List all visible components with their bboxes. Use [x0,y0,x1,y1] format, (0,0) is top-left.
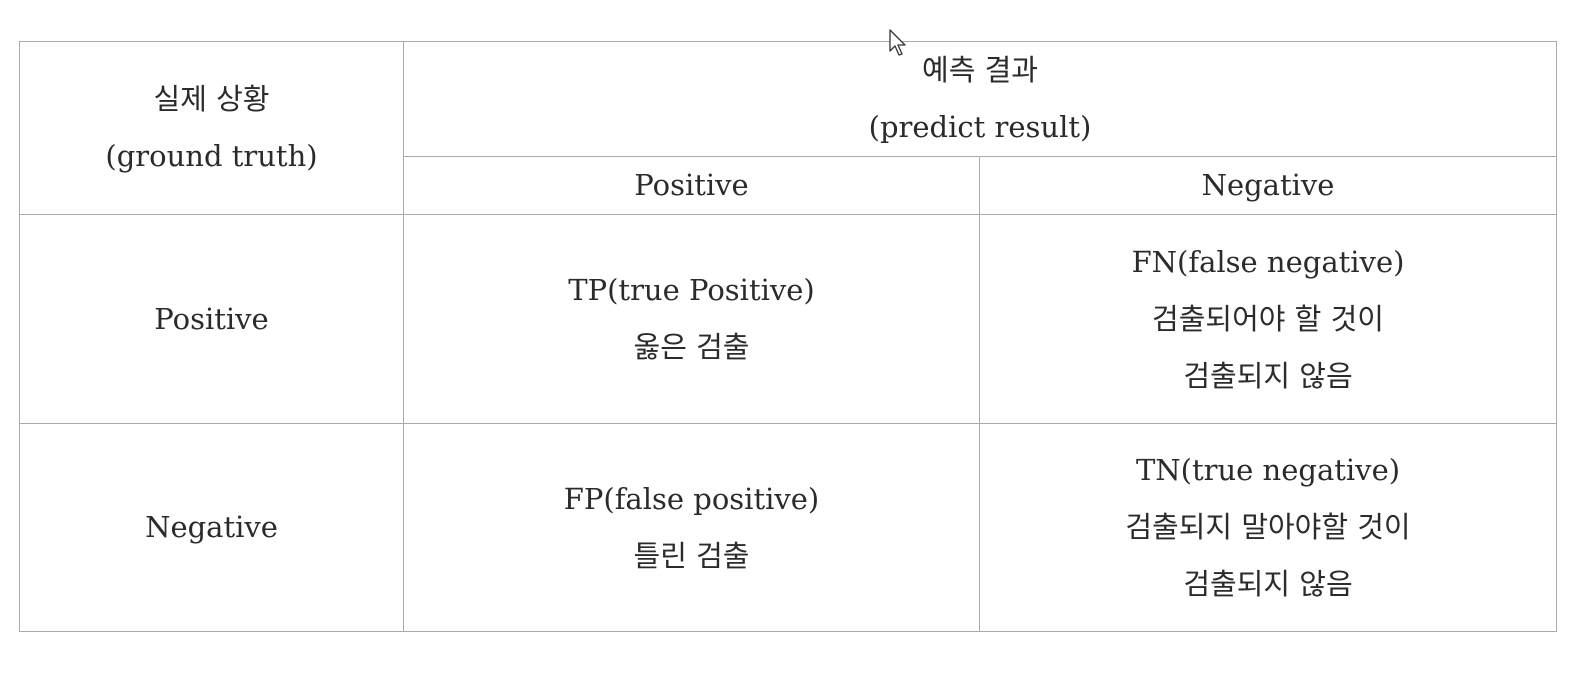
true-negative-cell: TN(true negative) 검출되지 말아야할 것이 검출되지 않음 [979,423,1557,632]
false-positive-cell: FP(false positive) 틀린 검출 [403,423,980,632]
truth-positive-label: Positive [19,214,404,424]
truth-negative-label: Negative [19,423,404,632]
mouse-pointer-icon [889,29,906,56]
predict-result-header-english: (predict result) [868,110,1092,144]
cell-line: 검출되지 말아야할 것이 [1125,510,1411,544]
cell-line: FP(false positive) [563,481,820,516]
cell-line: 검출되어야 할 것이 [1152,301,1384,336]
cell-line: 틀린 검출 [633,538,750,573]
table-row: Negative FP(false positive) 틀린 검출 TN(tru… [19,423,1557,632]
predict-result-header: 예측 결과 (predict result) [403,41,1557,157]
false-negative-cell: FN(false negative) 검출되어야 할 것이 검출되지 않음 [979,214,1557,424]
ground-truth-header-english: (ground truth) [105,139,318,173]
cell-line: TN(true negative) [1135,453,1401,487]
table-row: Positive TP(true Positive) 옳은 검출 FN(fals… [19,214,1557,424]
cell-line: 검출되지 않음 [1183,567,1353,601]
cell-line: TP(true Positive) [568,273,815,307]
ground-truth-header-korean: 실제 상황 [153,82,270,116]
predict-result-header-korean: 예측 결과 [922,53,1038,87]
confusion-matrix-table: 실제 상황 (ground truth) 예측 결과 (predict resu… [19,41,1557,632]
true-positive-cell: TP(true Positive) 옳은 검출 [403,214,980,424]
predict-negative-header: Negative [979,156,1557,215]
cell-line: FN(false negative) [1131,244,1405,279]
ground-truth-header: 실제 상황 (ground truth) [19,41,404,215]
cell-line: 검출되지 않음 [1183,358,1353,393]
cell-line: 옳은 검출 [633,330,750,364]
predict-positive-header: Positive [403,156,980,215]
